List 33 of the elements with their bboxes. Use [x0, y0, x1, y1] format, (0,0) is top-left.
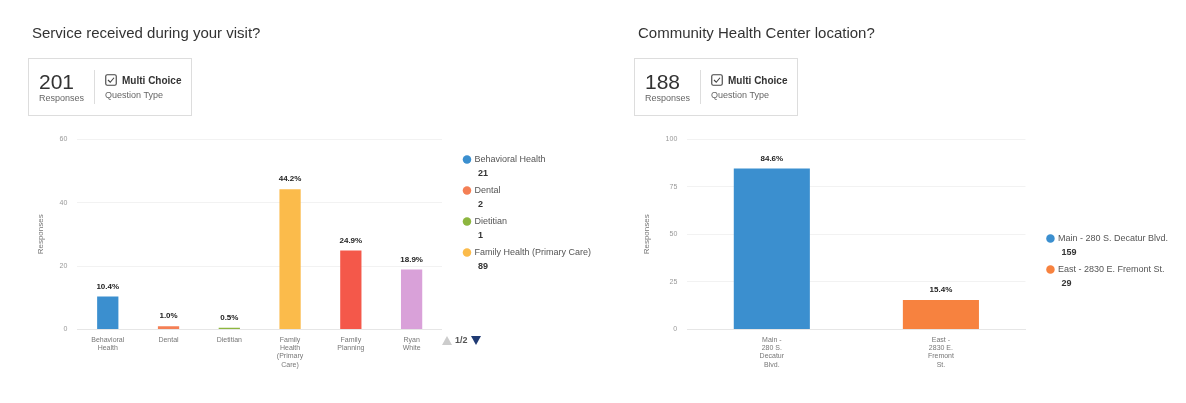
- text: 159: [1061, 246, 1077, 257]
- text: 89: [477, 260, 488, 271]
- data-label: 0.5%: [220, 313, 239, 323]
- text: Responses: [39, 93, 85, 103]
- data-label: 44.2%: [278, 174, 302, 184]
- legend-label: Dental: [474, 184, 501, 195]
- chart-title: Service received during your visit?: [32, 24, 261, 41]
- data-label: 84.6%: [760, 153, 784, 163]
- legend-label: Main - 280 S. Decatur Blvd.: [1057, 232, 1169, 243]
- legend-label: Dietitian: [474, 215, 507, 226]
- legend-label: East - 2830 E. Fremont St.: [1057, 263, 1165, 274]
- text: 29: [1061, 277, 1072, 288]
- text: Multi Choice: [728, 74, 788, 86]
- text: Multi Choice: [122, 74, 182, 86]
- text: 1/2: [455, 335, 468, 345]
- data-label: 24.9%: [339, 235, 363, 245]
- text: Responses: [645, 93, 691, 103]
- y-axis-title: Responses: [642, 214, 651, 255]
- legend-label: Behavioral Health: [474, 153, 546, 164]
- legend-label: Family Health (Primary Care): [474, 246, 592, 257]
- text: 1: [477, 229, 483, 240]
- text: 21: [477, 167, 488, 178]
- data-label: 1.0%: [159, 311, 178, 321]
- data-label: 18.9%: [400, 254, 423, 264]
- text: Question Type: [105, 90, 164, 100]
- text: Question Type: [711, 90, 770, 100]
- text: 201: [39, 70, 76, 93]
- data-label: 10.4%: [96, 281, 120, 291]
- y-axis-title: Responses: [36, 214, 45, 255]
- text: 188: [645, 70, 682, 93]
- text: 2: [477, 198, 483, 209]
- data-label: 15.4%: [929, 285, 953, 295]
- chart-title: Community Health Center location?: [638, 24, 875, 41]
